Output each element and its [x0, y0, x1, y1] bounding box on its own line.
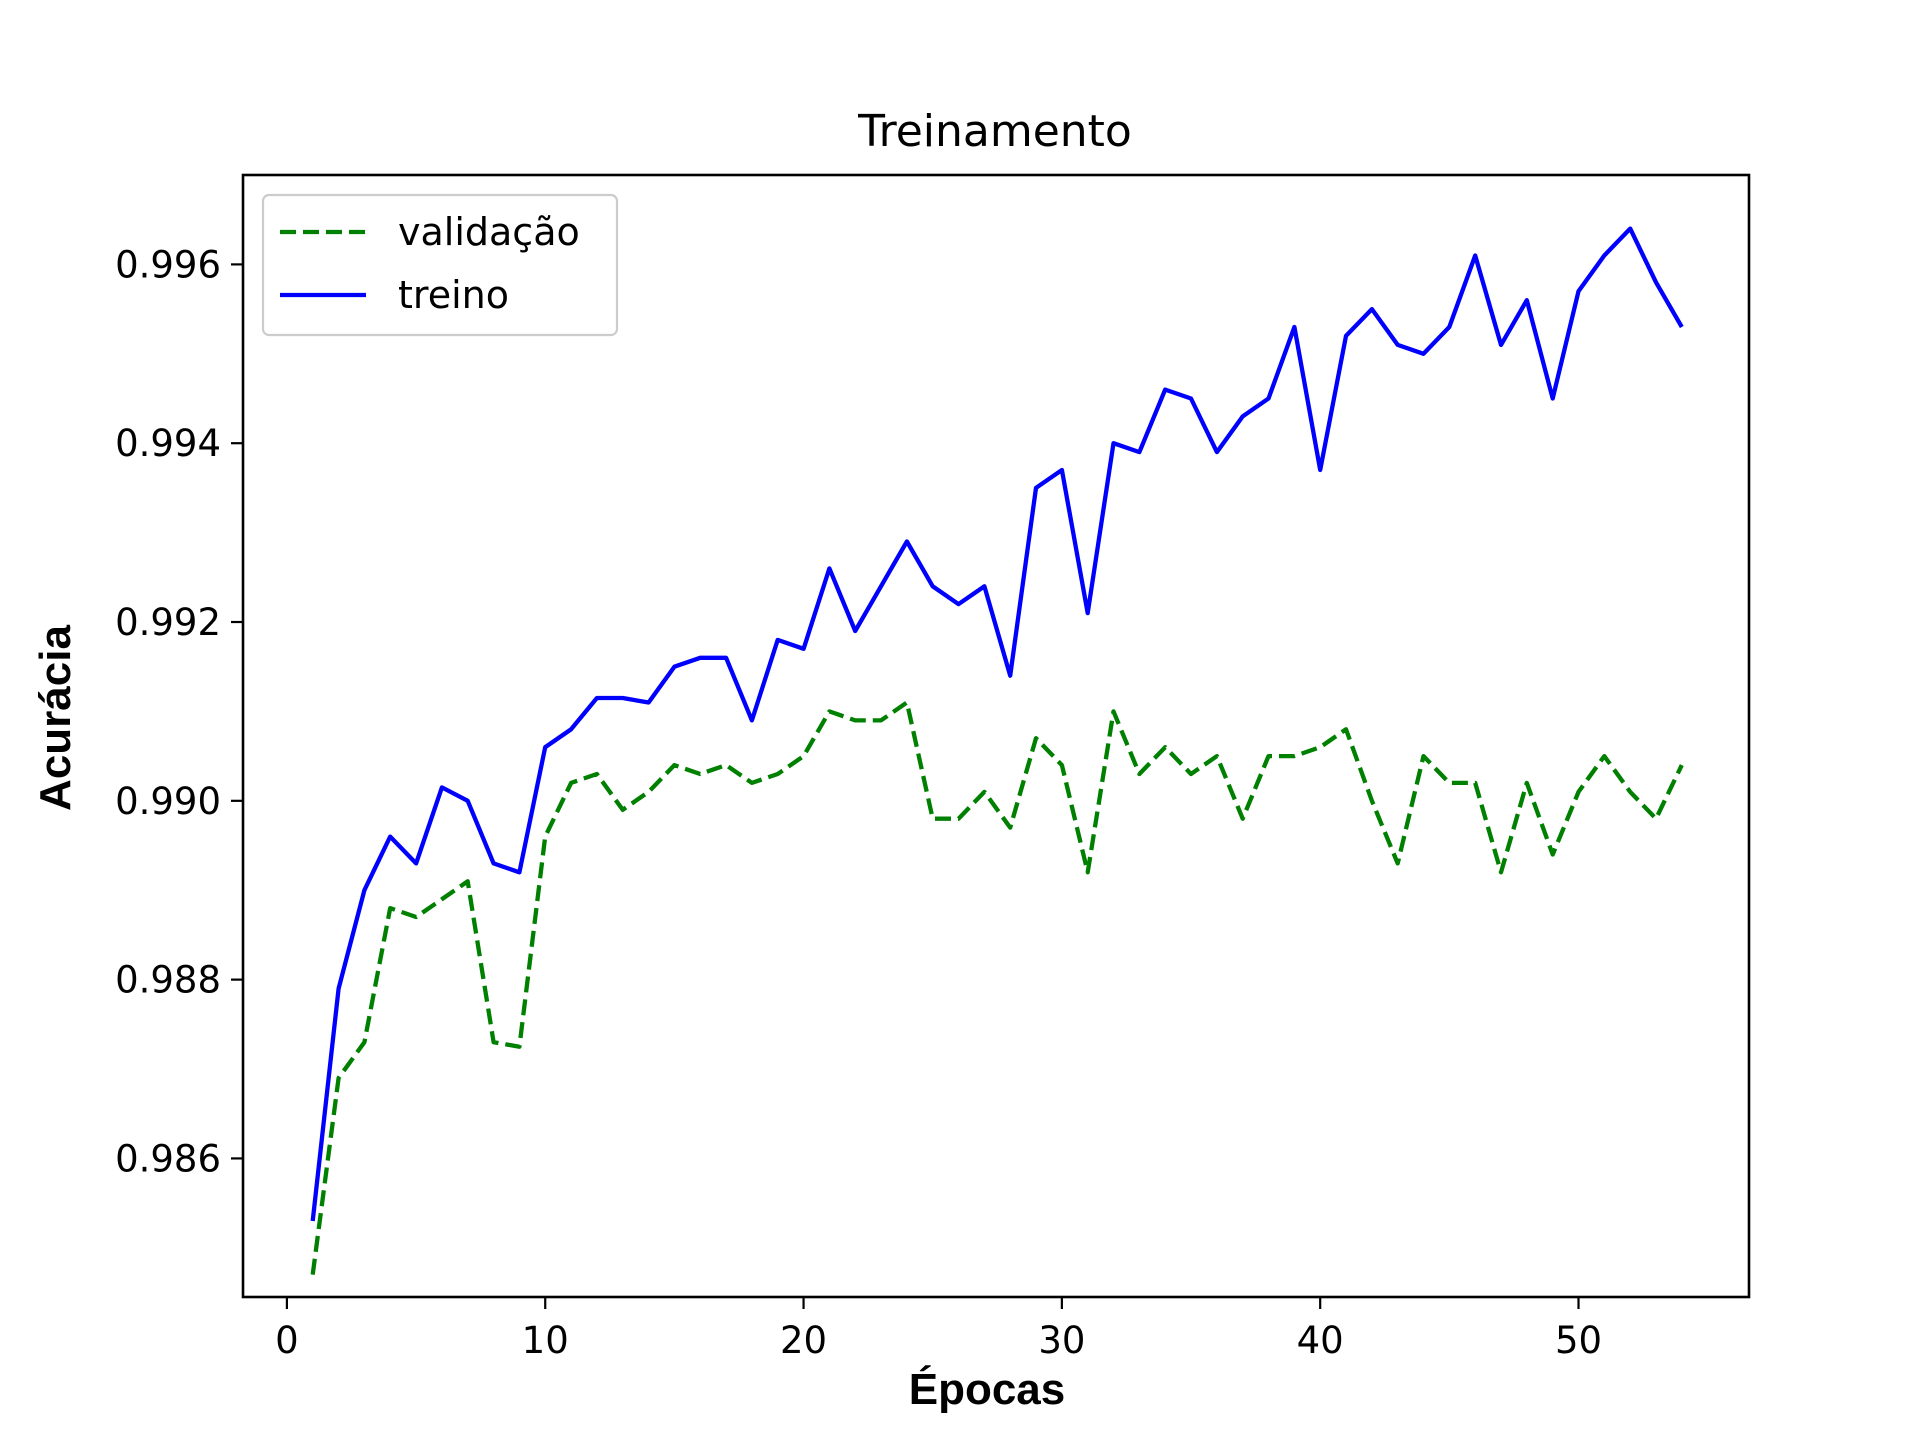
- y-tick-label: 0.994: [115, 422, 221, 465]
- y-axis-label: Acurácia: [31, 625, 80, 811]
- y-tick-label: 0.990: [115, 780, 221, 823]
- legend-label-validacao: validação: [398, 210, 580, 254]
- y-tick-label: 0.992: [115, 601, 221, 644]
- x-tick-label: 40: [1297, 1319, 1344, 1362]
- x-axis-label: Épocas: [909, 1364, 1066, 1414]
- x-tick-label: 20: [780, 1319, 827, 1362]
- series-line-validacao: [310, 700, 1684, 1275]
- y-tick-label: 0.996: [115, 243, 221, 286]
- series-layer: [310, 226, 1684, 1275]
- series-line-treino: [310, 226, 1684, 1222]
- plot-frame: [241, 173, 1751, 1299]
- x-tick-label: 50: [1555, 1319, 1602, 1362]
- chart-title: Treinamento: [857, 106, 1132, 157]
- x-tick-label: 0: [275, 1319, 299, 1362]
- legend: validação treino: [261, 193, 619, 337]
- x-tick-label: 30: [1038, 1319, 1085, 1362]
- y-tick-label: 0.988: [115, 959, 221, 1002]
- legend-label-treino: treino: [398, 273, 509, 317]
- x-axis-ticks: 0 10 20 30 40 50: [275, 1297, 1602, 1362]
- y-axis-ticks: 0.986 0.988 0.990 0.992 0.994 0.996: [115, 243, 243, 1180]
- x-tick-label: 10: [522, 1319, 569, 1362]
- y-tick-label: 0.986: [115, 1137, 221, 1180]
